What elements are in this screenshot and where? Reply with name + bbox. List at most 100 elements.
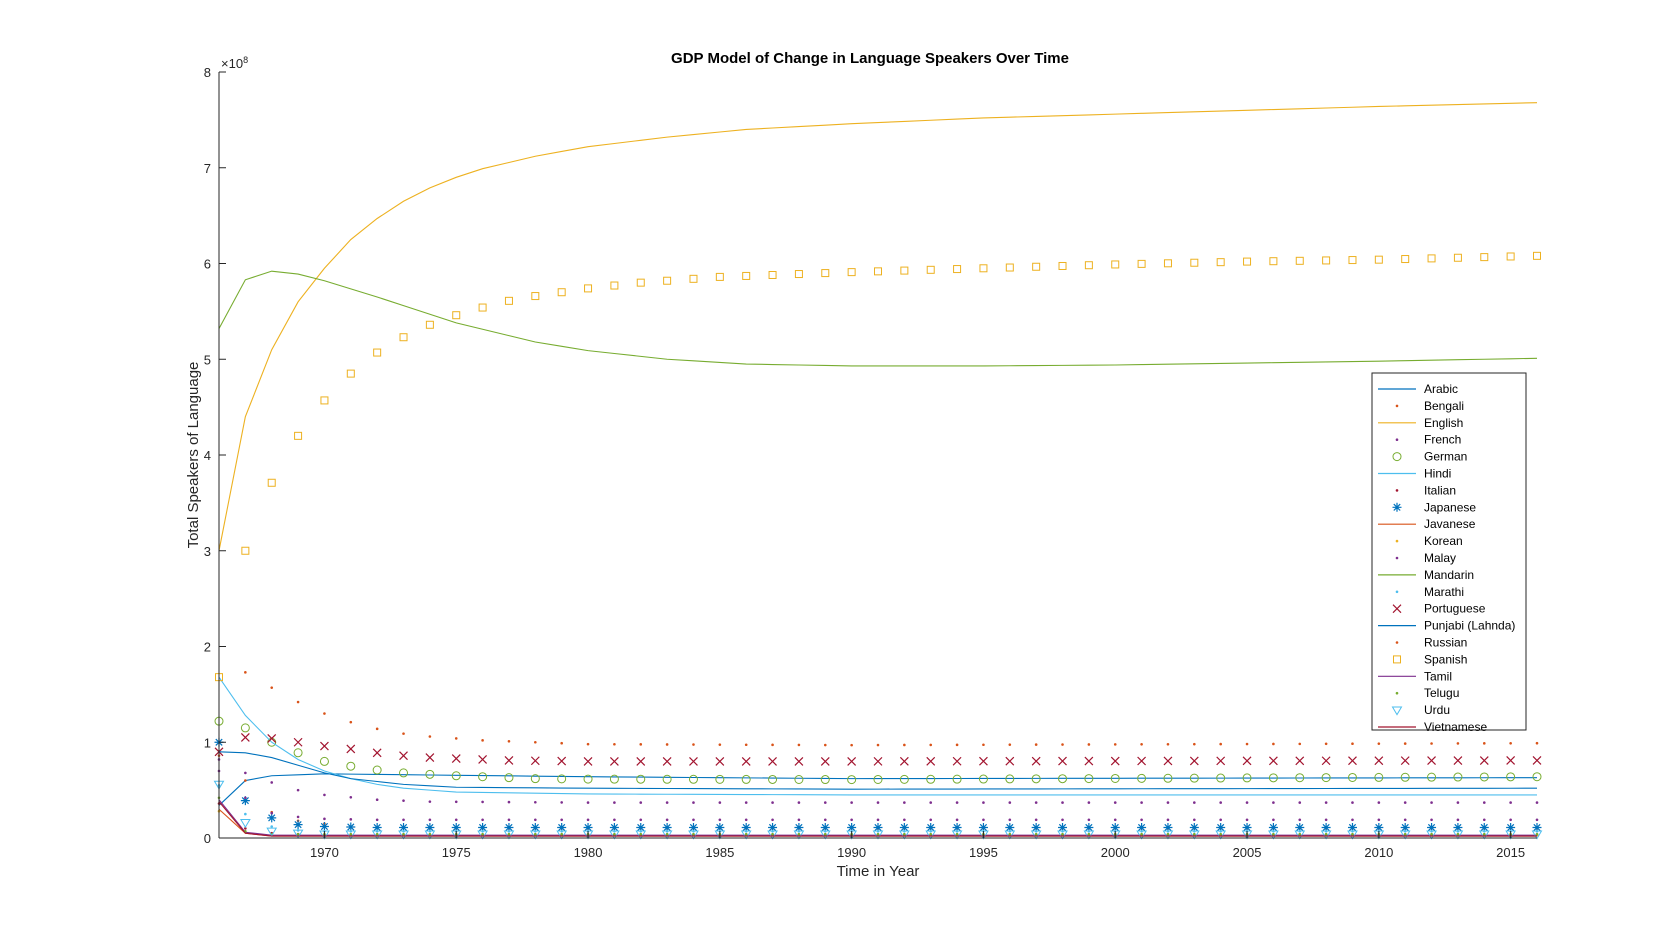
- data-point-russian: [1351, 742, 1354, 746]
- data-point-malay: [718, 818, 722, 822]
- data-point-urdu: [1057, 830, 1068, 840]
- data-point-urdu: [266, 827, 278, 837]
- data-point-russian: [1298, 742, 1302, 746]
- data-point-german: [530, 774, 540, 784]
- data-point-french: [1351, 801, 1354, 804]
- data-point-russian: [296, 700, 300, 704]
- series-hindi: [218, 676, 1537, 796]
- data-point-japanese: [1216, 822, 1226, 832]
- data-point-malay: [323, 817, 326, 821]
- data-point-spanish: [1533, 251, 1541, 260]
- data-point-japanese: [1084, 822, 1094, 832]
- legend-swatch: [1395, 691, 1399, 695]
- y-tick-label: 1: [204, 735, 211, 750]
- data-point-spanish: [794, 270, 803, 279]
- legend-swatch: [1395, 556, 1399, 560]
- data-point-portuguese: [320, 741, 329, 751]
- data-point-urdu: [1136, 830, 1147, 840]
- data-point-bengali: [244, 779, 247, 782]
- data-point-portuguese: [425, 753, 435, 762]
- data-point-japanese: [346, 822, 356, 832]
- legend-item-japanese: Japanese: [1392, 500, 1476, 514]
- data-point-malay: [1509, 818, 1512, 822]
- series-layer: [213, 102, 1543, 840]
- data-point-french: [1034, 801, 1038, 804]
- data-point-telugu: [534, 832, 537, 836]
- data-point-telugu: [1430, 832, 1433, 836]
- data-point-german: [1453, 772, 1463, 782]
- data-point-french: [349, 796, 353, 799]
- data-point-russian: [982, 743, 985, 747]
- data-point-russian: [1324, 742, 1328, 746]
- chart-title: GDP Model of Change in Language Speakers…: [671, 50, 1069, 67]
- data-point-german: [794, 774, 804, 784]
- series-russian: [244, 671, 1539, 747]
- y-tick-label: 8: [204, 65, 211, 80]
- data-point-french: [270, 781, 274, 784]
- data-point-telugu: [1535, 832, 1539, 836]
- data-point-telugu: [903, 832, 906, 836]
- data-point-spanish: [584, 284, 593, 293]
- data-point-portuguese: [1189, 756, 1199, 766]
- data-point-malay: [244, 796, 247, 800]
- data-point-french: [296, 788, 300, 792]
- data-point-portuguese: [583, 756, 593, 766]
- series-line-mandarin: [218, 270, 1538, 367]
- data-point-telugu: [876, 832, 880, 836]
- data-point-spanish: [1453, 253, 1462, 262]
- legend: Arabic Bengali English French German Hindi Ita…: [1371, 372, 1527, 734]
- data-point-japanese: [293, 820, 303, 830]
- data-point-malay: [534, 818, 537, 822]
- series-mandarin: [218, 270, 1538, 367]
- data-point-german: [1242, 773, 1252, 783]
- data-point-russian: [639, 743, 643, 746]
- data-point-russian: [876, 743, 880, 747]
- data-point-spanish: [346, 369, 355, 378]
- data-point-french: [692, 801, 695, 804]
- data-point-spanish: [1348, 256, 1357, 265]
- data-point-malay: [903, 818, 906, 822]
- data-point-japanese: [1110, 822, 1120, 832]
- data-point-french: [507, 800, 511, 804]
- data-point-german: [820, 775, 830, 785]
- data-point-japanese: [319, 822, 329, 832]
- data-point-german: [372, 765, 382, 775]
- data-point-urdu: [898, 830, 910, 840]
- series-vietnamese: [218, 801, 1537, 837]
- data-point-french: [1298, 801, 1302, 804]
- data-point-spanish: [1084, 261, 1093, 270]
- legend-label: Telugu: [1424, 686, 1459, 700]
- y-tick-label: 7: [204, 161, 211, 176]
- data-point-urdu: [793, 830, 805, 840]
- series-line-punjabi-lahnda: [218, 751, 1538, 790]
- data-point-german: [583, 774, 593, 784]
- y-tick-label: 6: [204, 257, 211, 272]
- data-point-french: [1482, 801, 1486, 804]
- y-tick-label: 2: [204, 640, 211, 655]
- data-point-french: [454, 800, 458, 804]
- data-point-telugu: [797, 832, 801, 836]
- data-point-malay: [1535, 818, 1539, 822]
- legend-label: French: [1424, 433, 1461, 447]
- data-point-spanish: [1269, 257, 1278, 266]
- data-point-japanese: [1163, 822, 1173, 832]
- data-point-malay: [481, 818, 484, 822]
- data-point-russian: [586, 742, 590, 746]
- x-tick-label: 1970: [310, 845, 339, 860]
- data-point-french: [639, 801, 643, 804]
- legend-item-tamil: Tamil: [1378, 669, 1452, 683]
- data-point-telugu: [1034, 832, 1038, 836]
- data-point-portuguese: [530, 756, 540, 766]
- y-tick-label: 4: [204, 448, 211, 463]
- data-point-spanish: [531, 292, 540, 301]
- data-point-urdu: [556, 830, 568, 840]
- plot-area: [219, 72, 1537, 838]
- data-point-spanish: [478, 303, 487, 312]
- data-point-german: [1137, 773, 1147, 783]
- data-point-japanese: [1453, 822, 1463, 832]
- y-exponent-label: ×108: [221, 55, 248, 71]
- data-point-spanish: [320, 396, 329, 405]
- data-point-portuguese: [1268, 756, 1278, 766]
- data-point-malay: [613, 818, 616, 822]
- data-point-french: [1140, 801, 1143, 804]
